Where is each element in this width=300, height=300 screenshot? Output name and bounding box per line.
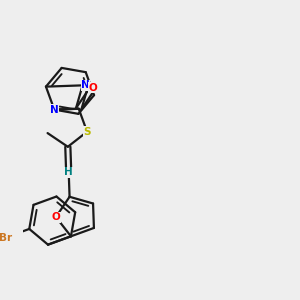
Text: Br: Br [0,233,12,243]
Text: N: N [50,105,59,115]
Text: S: S [83,127,91,137]
Text: O: O [89,82,98,92]
Text: O: O [52,212,60,222]
Text: N: N [81,80,90,90]
Text: H: H [64,167,73,177]
